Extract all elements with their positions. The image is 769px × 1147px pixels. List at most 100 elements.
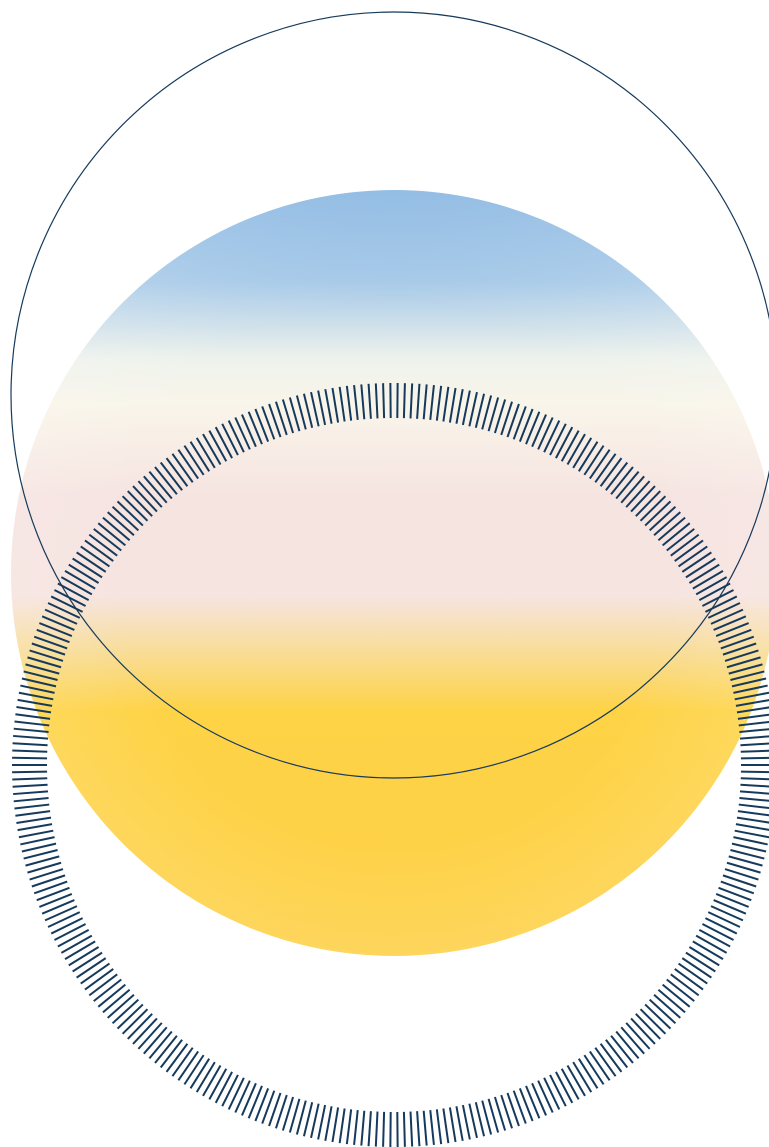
tick	[422, 1110, 428, 1146]
tick	[736, 816, 769, 824]
tick	[295, 1100, 307, 1135]
tick	[21, 842, 57, 853]
tick	[281, 399, 295, 434]
outline-circle	[10, 11, 769, 779]
tick	[54, 923, 87, 941]
tick	[148, 470, 173, 500]
tick	[195, 1061, 216, 1093]
tick	[288, 1098, 301, 1133]
tick	[731, 842, 767, 853]
tick	[455, 1106, 464, 1141]
tick	[254, 1087, 270, 1122]
tick	[543, 1077, 561, 1110]
tick	[685, 557, 716, 579]
tick	[442, 386, 450, 422]
tick	[698, 582, 731, 602]
tick	[695, 934, 728, 954]
tick	[137, 480, 163, 508]
tick	[734, 691, 769, 701]
tick	[76, 551, 107, 573]
tick	[324, 1106, 333, 1141]
tick	[27, 861, 62, 874]
tick	[620, 1026, 645, 1055]
tick	[382, 383, 386, 419]
tick	[635, 490, 661, 517]
tick-ring	[12, 383, 769, 1147]
tick	[13, 790, 49, 796]
tick	[429, 1109, 435, 1146]
tick	[531, 414, 547, 448]
tick	[704, 917, 738, 935]
tick	[730, 849, 765, 860]
tick	[653, 511, 681, 537]
tick	[653, 993, 681, 1019]
tick	[41, 899, 75, 915]
tick	[247, 411, 263, 445]
tick	[525, 411, 541, 445]
tick	[261, 1090, 276, 1124]
sphere-glow	[11, 190, 769, 956]
tick	[733, 684, 768, 694]
tick	[474, 1101, 486, 1137]
tick	[44, 905, 78, 922]
tick	[738, 720, 769, 727]
tick	[275, 401, 288, 436]
tick	[13, 796, 49, 803]
tick	[435, 1109, 443, 1145]
tick	[583, 445, 605, 476]
tick	[189, 441, 211, 472]
tick	[635, 1013, 661, 1040]
tick	[402, 383, 406, 419]
tick	[560, 1068, 580, 1100]
tick	[353, 1109, 359, 1146]
tick	[735, 699, 769, 707]
tick	[500, 401, 513, 436]
tick	[137, 1022, 163, 1050]
tick	[221, 1074, 239, 1107]
tick	[468, 391, 478, 427]
tick	[127, 1013, 153, 1040]
tick	[97, 522, 127, 547]
tick	[295, 395, 307, 430]
tick	[121, 1008, 149, 1035]
tick	[506, 403, 520, 438]
tick	[23, 670, 58, 681]
tick	[674, 968, 704, 991]
tick	[537, 1080, 554, 1113]
tick	[518, 1087, 534, 1122]
tick	[737, 713, 769, 720]
tick	[474, 393, 486, 429]
tick	[695, 576, 728, 596]
tick	[189, 1058, 211, 1089]
tick	[730, 670, 765, 681]
tick	[599, 457, 623, 487]
tick	[713, 899, 747, 915]
tick	[17, 823, 53, 832]
tick	[657, 988, 686, 1014]
tick	[57, 928, 90, 948]
tick	[461, 1104, 471, 1140]
tick	[12, 777, 48, 781]
tick	[72, 951, 103, 973]
tick	[310, 1103, 320, 1139]
tick	[739, 790, 769, 795]
tick	[487, 1098, 500, 1133]
tick	[692, 569, 724, 590]
tick	[72, 557, 103, 579]
tick	[302, 393, 314, 429]
tick	[594, 1047, 617, 1077]
tick	[681, 957, 712, 979]
tick	[726, 656, 761, 669]
tick	[537, 417, 554, 450]
tick	[720, 635, 755, 650]
tick	[688, 946, 720, 967]
tick	[740, 756, 769, 760]
tick	[610, 466, 634, 495]
tick	[50, 595, 84, 613]
tick	[605, 1039, 629, 1069]
tick	[724, 868, 759, 881]
tick	[281, 1096, 295, 1131]
tick	[214, 426, 233, 459]
tick	[666, 978, 695, 1002]
